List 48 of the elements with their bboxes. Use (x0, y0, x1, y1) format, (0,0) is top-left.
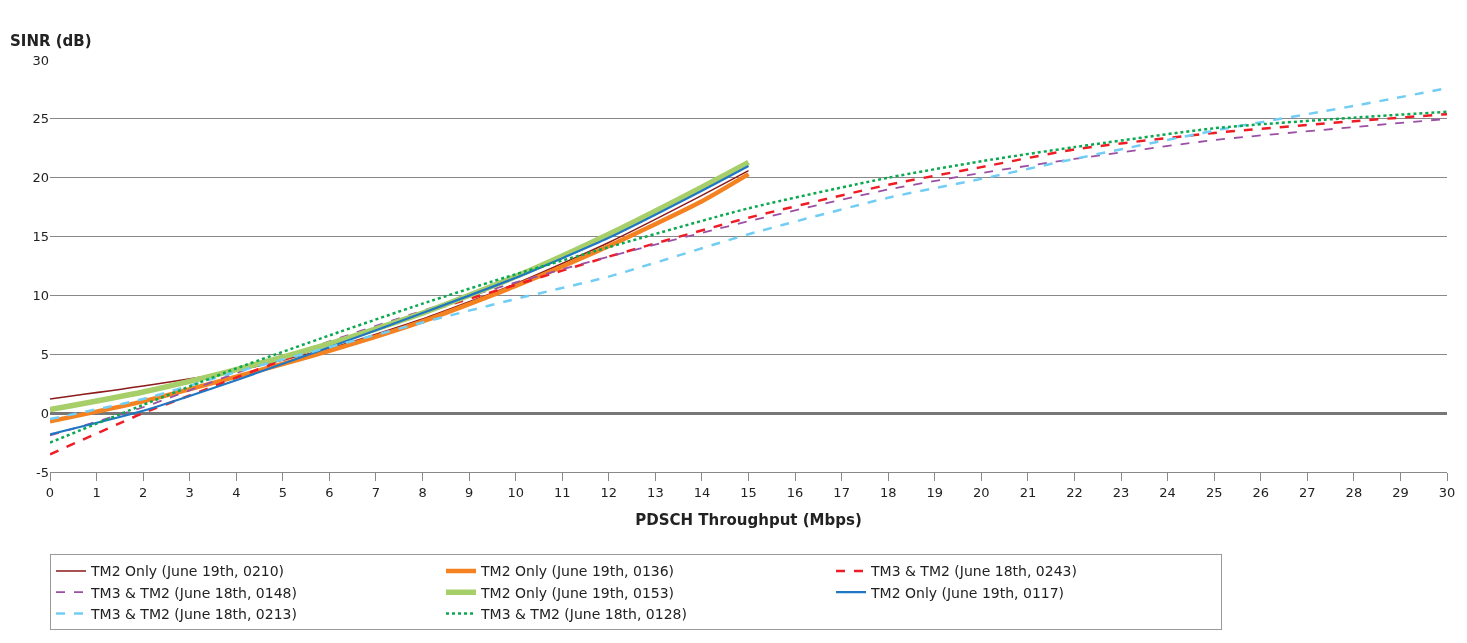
x-tick-label: 23 (1112, 484, 1130, 500)
x-axis-title: PDSCH Throughput (Mbps) (635, 510, 862, 529)
x-tick-label: 22 (1066, 484, 1083, 500)
x-tick-label: 25 (1205, 484, 1223, 500)
x-tick-label: 11 (553, 484, 571, 500)
x-tick-label: 13 (647, 484, 664, 500)
x-tick-label: 14 (693, 484, 711, 500)
x-tick-label: 20 (973, 484, 990, 500)
y-tick-label: 20 (32, 170, 49, 186)
legend-label: TM3 & TM2 (June 18th, 0148) (90, 584, 297, 601)
y-tick-label: 0 (40, 405, 49, 421)
x-tick-label: 10 (507, 484, 524, 500)
legend-label: TM2 Only (June 19th, 0210) (90, 563, 285, 580)
y-tick-label: 30 (32, 52, 49, 68)
x-tick-label: 17 (833, 484, 850, 500)
x-tick-label: 15 (740, 484, 757, 500)
x-tick-label: 26 (1252, 484, 1269, 500)
y-axis-title: SINR (dB) (10, 32, 92, 50)
y-tick-label: 15 (32, 229, 49, 245)
x-tick-label: 4 (232, 484, 241, 500)
x-tick-label: 3 (185, 484, 194, 500)
x-tick-label: 24 (1159, 484, 1176, 500)
x-tick-label: 5 (278, 484, 287, 500)
legend-label: TM3 & TM2 (June 18th, 0128) (480, 605, 687, 622)
x-tick-label: 28 (1345, 484, 1363, 500)
x-tick-label: 27 (1299, 484, 1316, 500)
y-tick-label: 10 (32, 287, 49, 303)
x-tick-label: 9 (464, 484, 474, 500)
x-tick-label: 7 (371, 484, 381, 500)
x-tick-label: 16 (786, 484, 804, 500)
legend-label: TM2 Only (June 19th, 0117) (870, 584, 1065, 601)
x-tick-label: 30 (1438, 484, 1456, 500)
x-tick-label: 12 (600, 484, 618, 500)
legend-label: TM2 Only (June 19th, 0153) (480, 584, 675, 601)
x-tick-label: 18 (879, 484, 897, 500)
legend-label: TM3 & TM2 (June 18th, 0213) (90, 605, 297, 622)
x-tick-label: 1 (92, 484, 101, 500)
legend-label: TM3 & TM2 (June 18th, 0243) (870, 563, 1077, 580)
x-tick-label: 6 (325, 484, 334, 500)
y-tick-label: -5 (36, 464, 49, 480)
legend-label: TM2 Only (June 19th, 0136) (480, 563, 675, 580)
x-tick-label: 2 (138, 484, 148, 500)
x-tick-label: 29 (1392, 484, 1409, 500)
x-tick-label: 21 (1019, 484, 1037, 500)
x-tick-label: 19 (926, 484, 944, 500)
y-tick-label: 25 (32, 111, 49, 127)
y-tick-label: 5 (40, 346, 49, 362)
x-tick-label: 8 (418, 484, 427, 500)
